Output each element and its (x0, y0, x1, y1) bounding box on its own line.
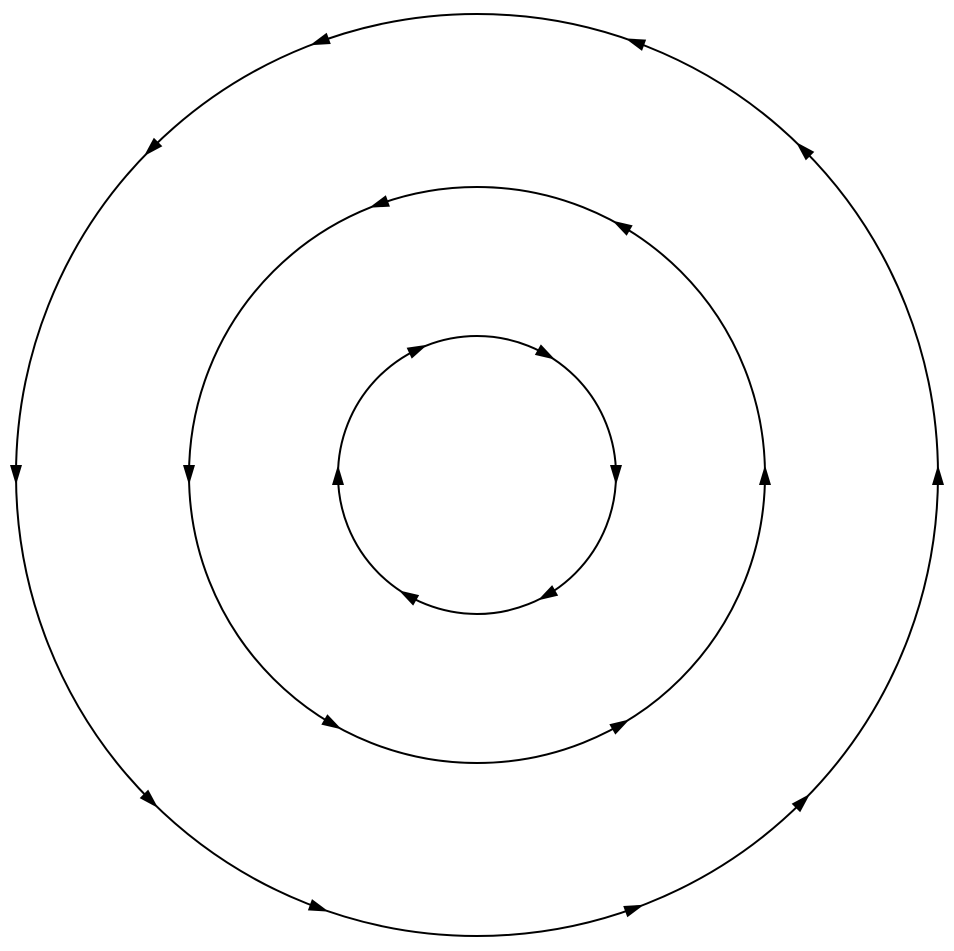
arrowhead-icon (407, 345, 428, 359)
arrowhead-icon (321, 714, 341, 729)
arrowhead-icon (625, 38, 646, 50)
arrowhead-icon (369, 195, 390, 207)
arrowhead-icon (623, 905, 644, 917)
ring-inner (338, 336, 616, 614)
arrowhead-icon (538, 585, 558, 600)
arrowhead-icon (612, 221, 632, 236)
arrowhead-icon (183, 465, 195, 485)
concentric-arrows-diagram (0, 0, 954, 951)
arrowhead-icon (310, 33, 331, 45)
arrowhead-icon (399, 590, 419, 605)
rings-layer (10, 14, 944, 936)
arrowhead-icon (759, 465, 771, 485)
ring-middle (189, 187, 765, 763)
arrowhead-icon (10, 465, 22, 485)
arrowhead-icon (535, 344, 555, 359)
arrowhead-icon (308, 899, 329, 911)
arrowhead-icon (610, 465, 622, 485)
arrowhead-icon (609, 719, 629, 734)
arrowhead-icon (332, 465, 344, 485)
arrowhead-icon (932, 465, 944, 485)
ring-outer (16, 14, 938, 936)
